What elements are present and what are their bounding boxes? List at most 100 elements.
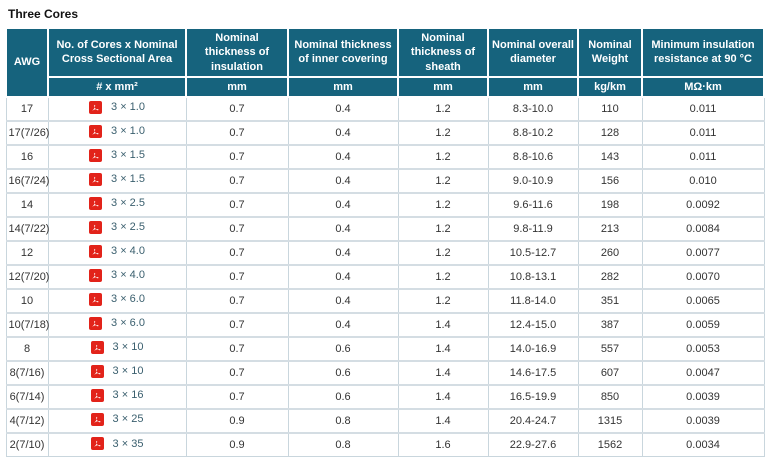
pdf-link[interactable]: 3 × 4.0 xyxy=(89,244,145,258)
unit-resistance: MΩ·km xyxy=(641,75,765,98)
cell-awg: 12(7/20) xyxy=(5,263,49,290)
unit-sheath: mm xyxy=(397,75,489,98)
cell-insulation: 0.7 xyxy=(185,119,289,146)
cell-resistance: 0.0039 xyxy=(641,407,765,434)
pdf-icon xyxy=(89,220,103,234)
cell-size: 3 × 1.5 xyxy=(47,143,187,170)
cell-awg: 8 xyxy=(5,335,49,362)
cell-sheath: 1.2 xyxy=(397,191,489,218)
pdf-icon xyxy=(89,148,103,162)
cell-sheath: 1.2 xyxy=(397,263,489,290)
table-header: AWG No. of Cores x Nominal Cross Section… xyxy=(5,27,765,98)
cell-awg: 17(7/26) xyxy=(5,119,49,146)
cell-inner-covering: 0.4 xyxy=(287,215,399,242)
cell-weight: 143 xyxy=(577,143,643,170)
table-row: 8(7/16) 3 × 10 0.7 0.6 1.4 14.6-17.5 607 0.0047 xyxy=(5,359,765,386)
unit-weight: kg/km xyxy=(577,75,643,98)
pdf-icon xyxy=(90,340,104,354)
cell-awg: 10(7/18) xyxy=(5,311,49,338)
unit-inner-covering: mm xyxy=(287,75,399,98)
cell-insulation: 0.9 xyxy=(185,407,289,434)
cell-resistance: 0.011 xyxy=(641,119,765,146)
pdf-link[interactable]: 3 × 10 xyxy=(90,364,143,378)
col-header-resistance: Minimum insulation resistance at 90 °C xyxy=(641,27,765,78)
pdf-link[interactable]: 3 × 2.5 xyxy=(89,220,145,234)
pdf-link[interactable]: 3 × 1.5 xyxy=(89,148,145,162)
pdf-icon xyxy=(90,437,104,451)
cell-sheath: 1.4 xyxy=(397,359,489,386)
table-row: 4(7/12) 3 × 25 0.9 0.8 1.4 20.4-24.7 1315 0.003… xyxy=(5,407,765,434)
pdf-icon xyxy=(89,316,103,330)
col-header-inner-covering: Nominal thickness of inner covering xyxy=(287,27,399,78)
pdf-link[interactable]: 3 × 4.0 xyxy=(89,268,145,282)
cell-weight: 156 xyxy=(577,167,643,194)
cell-resistance: 0.0047 xyxy=(641,359,765,386)
cell-insulation: 0.7 xyxy=(185,287,289,314)
cell-diameter: 10.5-12.7 xyxy=(487,239,579,266)
cell-diameter: 20.4-24.7 xyxy=(487,407,579,434)
cell-awg: 4(7/12) xyxy=(5,407,49,434)
table-row: 14 3 × 2.5 0.7 0.4 1.2 9.6-11.6 198 0.0092 xyxy=(5,191,765,218)
cell-inner-covering: 0.8 xyxy=(287,431,399,458)
table-row: 10(7/18) 3 × 6.0 0.7 0.4 1.4 12.4-15.0 387 0.00… xyxy=(5,311,765,338)
cell-weight: 1315 xyxy=(577,407,643,434)
pdf-link[interactable]: 3 × 1.5 xyxy=(89,172,145,186)
cell-size: 3 × 2.5 xyxy=(47,191,187,218)
cell-inner-covering: 0.8 xyxy=(287,407,399,434)
size-label: 3 × 4.0 xyxy=(111,269,145,282)
cell-inner-covering: 0.4 xyxy=(287,191,399,218)
cell-inner-covering: 0.4 xyxy=(287,239,399,266)
cell-sheath: 1.2 xyxy=(397,215,489,242)
cell-insulation: 0.7 xyxy=(185,311,289,338)
pdf-link[interactable]: 3 × 1.0 xyxy=(89,124,145,138)
table-row: 16 3 × 1.5 0.7 0.4 1.2 8.8-10.6 143 0.011 xyxy=(5,143,765,170)
cell-weight: 1562 xyxy=(577,431,643,458)
size-label: 3 × 6.0 xyxy=(111,317,145,330)
cell-sheath: 1.2 xyxy=(397,95,489,122)
page-title: Three Cores xyxy=(8,7,79,21)
size-label: 3 × 10 xyxy=(112,341,144,354)
cell-diameter: 16.5-19.9 xyxy=(487,383,579,410)
table-row: 14(7/22) 3 × 2.5 0.7 0.4 1.2 9.8-11.9 213 0.008… xyxy=(5,215,765,242)
col-header-insulation: Nominal thickness of insulation xyxy=(185,27,289,78)
cell-size: 3 × 35 xyxy=(47,431,187,458)
cell-diameter: 9.6-11.6 xyxy=(487,191,579,218)
size-label: 3 × 4.0 xyxy=(111,245,145,258)
table-body: 17 3 × 1.0 0.7 0.4 1.2 8.3-10.0 110 0.011 17(7/2… xyxy=(5,95,765,458)
cell-resistance: 0.0034 xyxy=(641,431,765,458)
col-header-diameter: Nominal overall diameter xyxy=(487,27,579,78)
cell-sheath: 1.2 xyxy=(397,143,489,170)
cell-inner-covering: 0.4 xyxy=(287,263,399,290)
cell-sheath: 1.2 xyxy=(397,167,489,194)
cell-awg: 16 xyxy=(5,143,49,170)
pdf-link[interactable]: 3 × 16 xyxy=(90,388,144,402)
size-label: 3 × 16 xyxy=(112,389,144,402)
cell-resistance: 0.0084 xyxy=(641,215,765,242)
unit-size: # x mm² xyxy=(47,75,187,98)
cell-insulation: 0.7 xyxy=(185,359,289,386)
cell-awg: 17 xyxy=(5,95,49,122)
pdf-icon xyxy=(90,388,104,402)
pdf-link[interactable]: 3 × 35 xyxy=(90,437,143,451)
pdf-link[interactable]: 3 × 6.0 xyxy=(89,316,145,330)
pdf-link[interactable]: 3 × 1.0 xyxy=(89,100,145,114)
cell-resistance: 0.0077 xyxy=(641,239,765,266)
cell-inner-covering: 0.6 xyxy=(287,383,399,410)
cell-insulation: 0.7 xyxy=(185,239,289,266)
cell-sheath: 1.4 xyxy=(397,311,489,338)
cell-diameter: 8.3-10.0 xyxy=(487,95,579,122)
cell-weight: 850 xyxy=(577,383,643,410)
cell-awg: 6(7/14) xyxy=(5,383,49,410)
cell-diameter: 22.9-27.6 xyxy=(487,431,579,458)
cell-sheath: 1.6 xyxy=(397,431,489,458)
cell-resistance: 0.011 xyxy=(641,143,765,170)
col-header-awg: AWG xyxy=(5,27,49,98)
unit-insulation: mm xyxy=(185,75,289,98)
size-label: 3 × 2.5 xyxy=(111,197,145,210)
cell-insulation: 0.7 xyxy=(185,263,289,290)
pdf-link[interactable]: 3 × 25 xyxy=(90,412,143,426)
pdf-link[interactable]: 3 × 6.0 xyxy=(89,292,145,306)
pdf-link[interactable]: 3 × 10 xyxy=(90,340,144,354)
pdf-link[interactable]: 3 × 2.5 xyxy=(89,196,145,210)
cell-resistance: 0.0092 xyxy=(641,191,765,218)
